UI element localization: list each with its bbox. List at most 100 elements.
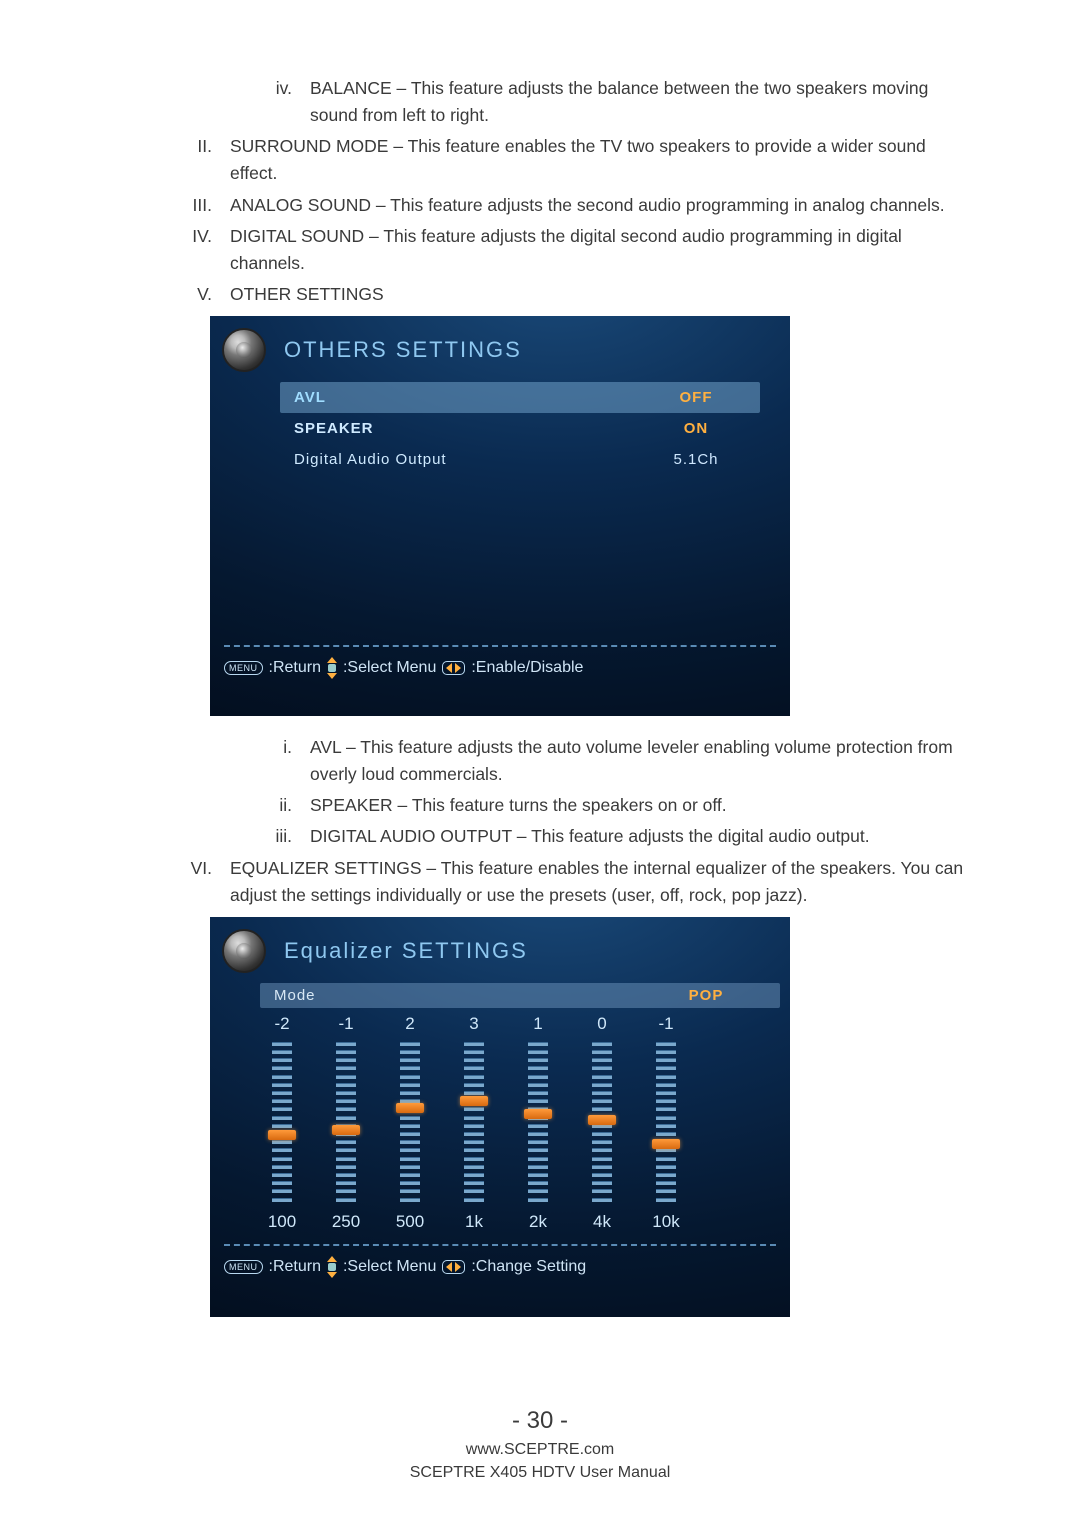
footer-manual: SCEPTRE X405 HDTV User Manual — [0, 1462, 1080, 1484]
eq-value: -2 — [274, 1014, 289, 1040]
list-num: iv. — [110, 75, 310, 129]
eq-band[interactable]: 3 1k — [442, 1014, 506, 1236]
eq-band[interactable]: 2 500 — [378, 1014, 442, 1236]
footer-return: :Return — [269, 659, 321, 677]
eq-freq-label: 10k — [652, 1212, 679, 1236]
dpad-vertical-icon — [327, 657, 337, 679]
eq-freq-label: 250 — [332, 1212, 360, 1236]
divider — [224, 645, 776, 647]
eq-value: 1 — [533, 1014, 542, 1040]
settings-row[interactable]: AVLOFF — [280, 382, 760, 413]
eq-slider[interactable] — [528, 1042, 548, 1202]
eq-value: -1 — [338, 1014, 353, 1040]
eq-slider[interactable] — [272, 1042, 292, 1202]
footer-select: :Select Menu — [343, 659, 436, 677]
eq-freq-label: 2k — [529, 1212, 547, 1236]
eq-mode-value: POP — [646, 987, 766, 1004]
equalizer-settings-panel: Equalizer SETTINGS Mode POP -2 100 -1 250 2 5… — [210, 917, 790, 1317]
list-num: II. — [110, 133, 230, 187]
eq-slider[interactable] — [464, 1042, 484, 1202]
eq-thumb[interactable] — [524, 1109, 552, 1119]
divider — [224, 1244, 776, 1246]
eq-thumb[interactable] — [652, 1139, 680, 1149]
list-item-V: V. OTHER SETTINGS — [110, 281, 970, 308]
row-value: ON — [646, 420, 746, 437]
page-number: - 30 - — [0, 1407, 1080, 1435]
footer-action: :Change Setting — [471, 1258, 586, 1276]
eq-freq-label: 4k — [593, 1212, 611, 1236]
list-num: V. — [110, 281, 230, 308]
list-text: DIGITAL AUDIO OUTPUT – This feature adju… — [310, 823, 970, 850]
eq-freq-label: 100 — [268, 1212, 296, 1236]
dpad-horizontal-icon — [442, 1260, 465, 1274]
eq-band[interactable]: 1 2k — [506, 1014, 570, 1236]
eq-value: -1 — [658, 1014, 673, 1040]
eq-mode-row[interactable]: Mode POP — [260, 983, 780, 1008]
list-item-ii2: ii. SPEAKER – This feature turns the spe… — [110, 792, 970, 819]
footer-select: :Select Menu — [343, 1258, 436, 1276]
list-num: III. — [110, 192, 230, 219]
eq-thumb[interactable] — [460, 1096, 488, 1106]
row-value: OFF — [646, 389, 746, 406]
panel-footer: MENU :Return :Select Menu :Enable/Disabl… — [210, 653, 790, 689]
settings-rows: AVLOFFSPEAKERONDigital Audio Output5.1Ch — [210, 382, 790, 637]
list-item-iii2: iii. DIGITAL AUDIO OUTPUT – This feature… — [110, 823, 970, 850]
eq-bars: -2 100 -1 250 2 500 3 1k 1 2k 04k -1 10k — [240, 1014, 760, 1236]
eq-mode-label: Mode — [274, 987, 646, 1004]
eq-slider[interactable] — [400, 1042, 420, 1202]
list-item-iv: iv. BALANCE – This feature adjusts the b… — [110, 75, 970, 129]
row-label: Digital Audio Output — [294, 451, 646, 468]
eq-slider[interactable] — [592, 1042, 612, 1202]
list-text: DIGITAL SOUND – This feature adjusts the… — [230, 223, 970, 277]
eq-slider[interactable] — [336, 1042, 356, 1202]
list-num: i. — [110, 734, 310, 788]
dpad-vertical-icon — [327, 1256, 337, 1278]
list-num: ii. — [110, 792, 310, 819]
eq-slider[interactable] — [656, 1042, 676, 1202]
eq-value: 2 — [405, 1014, 414, 1040]
list-text: SPEAKER – This feature turns the speaker… — [310, 792, 970, 819]
list-item-II: II. SURROUND MODE – This feature enables… — [110, 133, 970, 187]
list-text: ANALOG SOUND – This feature adjusts the … — [230, 192, 970, 219]
eq-band[interactable]: 04k — [570, 1014, 634, 1236]
eq-freq-label: 1k — [465, 1212, 483, 1236]
eq-thumb[interactable] — [396, 1103, 424, 1113]
eq-band[interactable]: -2 100 — [250, 1014, 314, 1236]
footer-url: www.SCEPTRE.com — [0, 1439, 1080, 1461]
panel-title: OTHERS SETTINGS — [284, 337, 522, 363]
eq-band[interactable]: -1 10k — [634, 1014, 698, 1236]
panel-header: OTHERS SETTINGS — [210, 328, 790, 382]
panel-title: Equalizer SETTINGS — [284, 938, 528, 964]
list-text: OTHER SETTINGS — [230, 281, 970, 308]
eq-band[interactable]: -1 250 — [314, 1014, 378, 1236]
list-num: iii. — [110, 823, 310, 850]
others-settings-panel: OTHERS SETTINGS AVLOFFSPEAKERONDigital A… — [210, 316, 790, 716]
menu-chip-icon: MENU — [224, 661, 263, 675]
row-label: SPEAKER — [294, 420, 646, 437]
eq-thumb[interactable] — [332, 1125, 360, 1135]
panel-header: Equalizer SETTINGS — [210, 929, 790, 983]
eq-thumb[interactable] — [268, 1130, 296, 1140]
speaker-icon — [222, 929, 266, 973]
list-item-IV: IV. DIGITAL SOUND – This feature adjusts… — [110, 223, 970, 277]
list-text: BALANCE – This feature adjusts the balan… — [310, 75, 970, 129]
footer-action: :Enable/Disable — [471, 659, 583, 677]
eq-freq-label: 500 — [396, 1212, 424, 1236]
eq-value: 3 — [469, 1014, 478, 1040]
list-num: VI. — [110, 855, 230, 909]
settings-row[interactable]: SPEAKERON — [280, 413, 760, 444]
row-label: AVL — [294, 389, 646, 406]
row-value: 5.1Ch — [646, 451, 746, 468]
settings-row[interactable]: Digital Audio Output5.1Ch — [280, 444, 760, 475]
list-item-VI: VI. EQUALIZER SETTINGS – This feature en… — [110, 855, 970, 909]
list-item-i2: i. AVL – This feature adjusts the auto v… — [110, 734, 970, 788]
footer-return: :Return — [269, 1258, 321, 1276]
panel-footer: MENU :Return :Select Menu :Change Settin… — [210, 1252, 790, 1288]
menu-chip-icon: MENU — [224, 1260, 263, 1274]
document-body: iv. BALANCE – This feature adjusts the b… — [110, 75, 970, 1317]
list-num: IV. — [110, 223, 230, 277]
eq-thumb[interactable] — [588, 1115, 616, 1125]
list-text: EQUALIZER SETTINGS – This feature enable… — [230, 855, 970, 909]
list-item-III: III. ANALOG SOUND – This feature adjusts… — [110, 192, 970, 219]
list-text: SURROUND MODE – This feature enables the… — [230, 133, 970, 187]
